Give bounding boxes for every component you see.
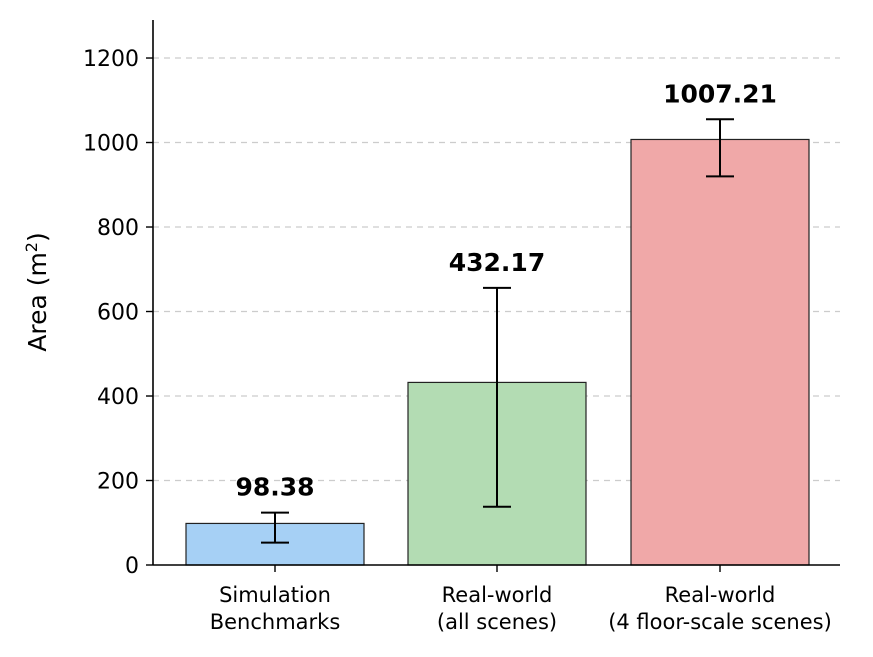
bar-value-label: 98.38 [235,473,314,502]
y-tick-label: 0 [125,554,139,579]
x-category-label: Benchmarks [210,610,341,634]
y-tick-label: 200 [97,470,139,495]
value-labels: 98.38 432.17 1007.21 [235,79,776,501]
y-tick-labels: 0 200 400 600 800 1000 1200 [83,47,153,579]
x-category-labels: Simulation Benchmarks Real-world (all scene… [210,565,832,634]
y-axis-title: Area (m2) [22,232,53,352]
y-tick-label: 800 [97,216,139,241]
y-tick-label: 600 [97,301,139,326]
bar-value-label: 432.17 [449,248,545,277]
bars [185,138,810,566]
y-tick-label: 1000 [83,132,139,157]
y-axis-title-close: ) [23,232,52,242]
bar-value-label: 1007.21 [663,79,777,108]
y-tick-label: 400 [97,385,139,410]
bar [630,138,810,566]
x-category-label: Real-world [665,583,776,607]
y-axis-title-text: Area (m [23,252,52,352]
x-category-label: Real-world [442,583,553,607]
x-category-label: (all scenes) [437,610,557,634]
x-category-label: Simulation [219,583,331,607]
y-tick-label: 1200 [83,47,139,72]
y-axis-title-superscript: 2 [22,242,41,252]
x-category-label: (4 floor-scale scenes) [608,610,832,634]
error-bars [261,118,734,544]
